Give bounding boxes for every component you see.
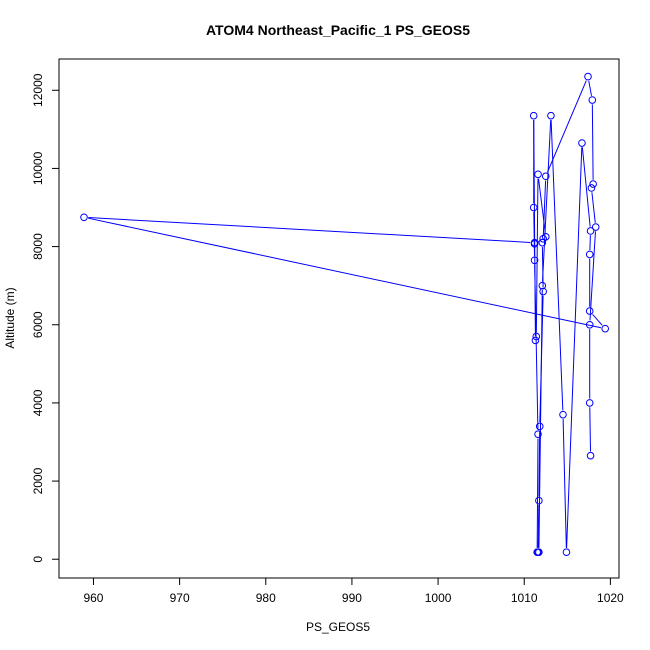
y-tick-label: 12000 — [31, 73, 45, 107]
x-tick-label: 960 — [83, 591, 103, 605]
data-point — [534, 170, 542, 179]
chart-title: ATOM4 Northeast_Pacific_1 PS_GEOS5 — [206, 22, 470, 38]
x-tick-label: 1010 — [511, 591, 538, 605]
y-axis: 0 2000 4000 6000 8000 10000 12000 — [31, 73, 60, 563]
data-point — [559, 410, 567, 419]
data-point — [539, 287, 547, 296]
data-point — [584, 72, 592, 81]
y-tick-label: 8000 — [31, 233, 45, 260]
series-line-segment — [537, 504, 540, 548]
y-tick-label: 4000 — [31, 389, 45, 416]
series-line-segment — [533, 211, 535, 256]
data-point — [532, 332, 541, 341]
data-point — [535, 548, 543, 557]
data-point — [589, 180, 597, 188]
x-tick-label: 980 — [256, 591, 276, 605]
y-axis-label: Altitude (m) — [3, 287, 17, 348]
series-line-segment — [538, 430, 541, 497]
data-point — [585, 399, 594, 407]
data-point — [562, 548, 571, 557]
data-point — [531, 336, 540, 345]
data-point — [530, 256, 539, 265]
data-point — [586, 227, 595, 235]
data-point — [529, 203, 538, 212]
data-point — [588, 96, 597, 104]
y-tick-label: 10000 — [31, 151, 45, 185]
data-point — [585, 320, 594, 329]
x-axis-label: PS_GEOS5 — [306, 620, 370, 634]
series-line-segment — [592, 313, 603, 326]
series-line-segment — [588, 80, 593, 96]
data-point — [529, 111, 538, 120]
data-point — [530, 240, 539, 248]
x-tick-label: 1000 — [425, 591, 452, 605]
data-point — [534, 430, 542, 438]
series-line-segment — [589, 407, 591, 452]
data-series — [80, 72, 610, 557]
x-axis: 960 970 980 990 1000 1010 1020 — [83, 577, 624, 605]
series-line-segment — [550, 119, 564, 411]
series-line-segment — [538, 289, 543, 548]
data-point — [547, 111, 555, 120]
y-tick-label: 0 — [31, 556, 45, 563]
data-point — [591, 223, 600, 231]
x-tick-label: 1020 — [597, 591, 624, 605]
data-point — [585, 307, 594, 315]
series-line-segment — [562, 418, 567, 548]
data-point — [538, 238, 547, 247]
data-point — [541, 172, 550, 181]
series-line-segment — [581, 147, 591, 227]
series-line-segment — [536, 438, 539, 548]
series-line-segment — [589, 231, 596, 321]
x-tick-label: 970 — [170, 591, 190, 605]
data-point — [587, 184, 596, 192]
series-line-segment — [589, 235, 591, 251]
x-tick-label: 990 — [342, 591, 362, 605]
series-line-segment — [88, 217, 531, 243]
data-point — [535, 496, 543, 505]
data-point — [601, 324, 610, 333]
series-line-segment — [88, 217, 602, 329]
series-line-segment — [534, 264, 539, 430]
data-point — [578, 139, 586, 147]
series-line-segment — [591, 104, 594, 180]
series-line-segment — [591, 192, 596, 223]
y-tick-label: 2000 — [31, 467, 45, 494]
data-point — [539, 234, 547, 243]
data-point — [538, 281, 547, 290]
y-tick-label: 6000 — [31, 311, 45, 338]
data-point — [80, 213, 88, 222]
data-point — [535, 422, 544, 431]
series-line-segment — [542, 180, 547, 235]
series-line-segment — [546, 80, 587, 173]
series-line-segment — [542, 119, 552, 282]
data-point — [585, 250, 594, 259]
series-line-segment — [535, 178, 539, 333]
series-line-segment — [566, 147, 583, 548]
data-point — [586, 451, 595, 460]
